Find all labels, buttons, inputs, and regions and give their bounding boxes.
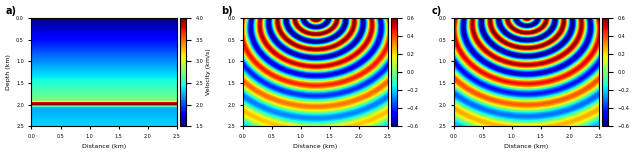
Y-axis label: Depth (km): Depth (km) xyxy=(6,54,10,90)
X-axis label: Distance (km): Distance (km) xyxy=(504,144,548,149)
Text: b): b) xyxy=(221,6,232,16)
Text: c): c) xyxy=(432,6,442,16)
X-axis label: Distance (km): Distance (km) xyxy=(82,144,126,149)
X-axis label: Distance (km): Distance (km) xyxy=(293,144,337,149)
Text: a): a) xyxy=(5,6,17,16)
Y-axis label: Velocity (km/s): Velocity (km/s) xyxy=(206,49,211,95)
